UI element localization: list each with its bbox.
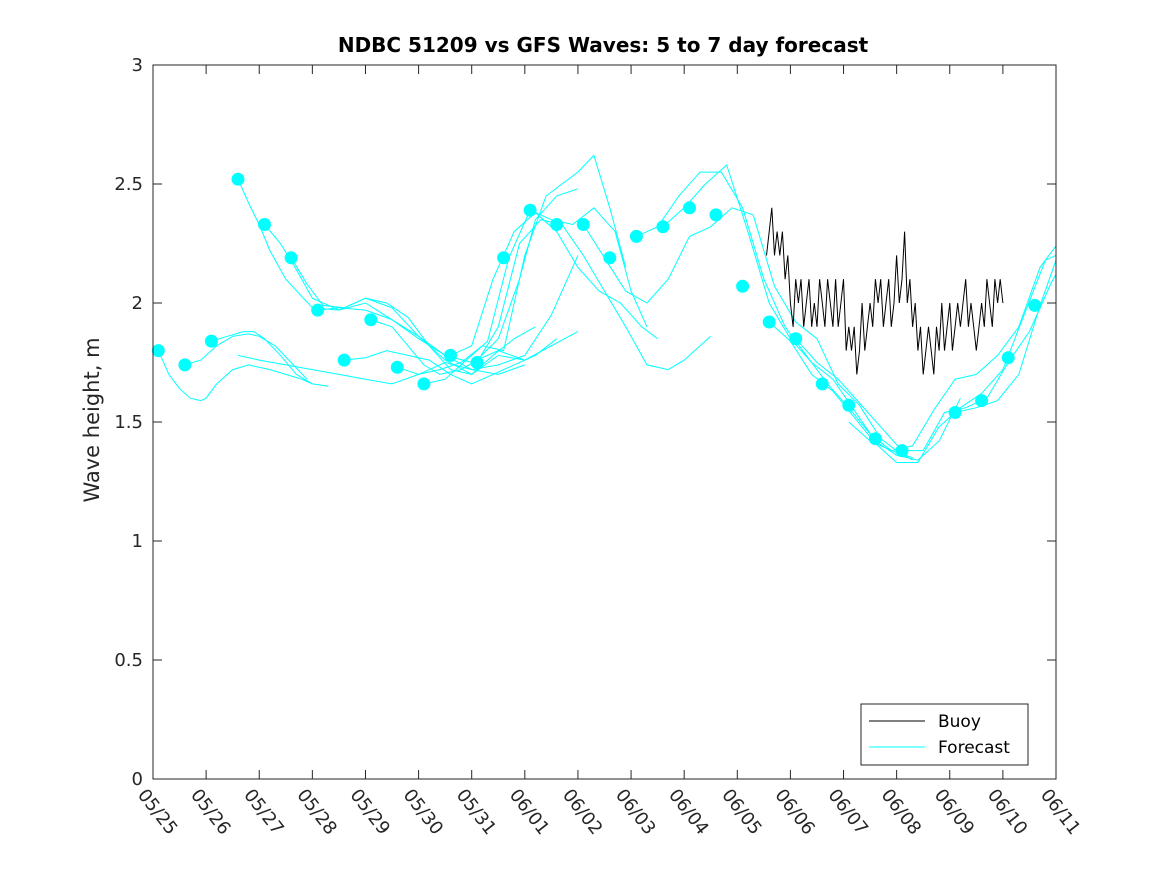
forecast-line-12 [450, 211, 658, 356]
forecast-marker [364, 313, 378, 327]
forecast-marker [868, 432, 882, 446]
plot-area [151, 154, 1057, 463]
forecast-line-14 [582, 207, 913, 461]
y-tick-label: 3 [132, 55, 143, 76]
forecast-marker [603, 251, 617, 265]
legend: Buoy Forecast [860, 703, 1029, 766]
forecast-marker [204, 334, 218, 348]
forecast-line-19 [848, 245, 1057, 452]
forecast-marker [789, 332, 803, 346]
y-tick-label: 2 [132, 293, 143, 314]
forecast-marker [656, 220, 670, 234]
forecast-marker [948, 406, 962, 419]
forecast-line-6 [290, 257, 536, 375]
legend-forecast-label: Forecast [938, 738, 1010, 758]
forecast-marker [151, 344, 165, 358]
forecast-marker [842, 398, 856, 412]
forecast-marker [523, 203, 537, 217]
legend-buoy-label: Buoy [938, 712, 981, 732]
forecast-line-15 [636, 171, 913, 459]
forecast-marker [550, 218, 564, 231]
forecast-marker [444, 348, 457, 362]
forecast-marker [284, 251, 298, 265]
forecast-line-1 [184, 333, 308, 380]
forecast-marker [470, 356, 484, 369]
y-tick-label: 2.5 [114, 174, 143, 195]
y-tick-label: 1 [132, 531, 143, 552]
y-tick-label: 0.5 [114, 650, 143, 671]
forecast-marker [683, 201, 696, 215]
forecast-marker [390, 360, 404, 374]
forecast-marker [497, 251, 511, 265]
forecast-marker [629, 229, 643, 243]
forecast-marker [815, 377, 829, 391]
y-tick-label: 1.5 [114, 412, 143, 433]
forecast-marker [895, 444, 909, 458]
forecast-line-10 [397, 154, 627, 375]
forecast-line-2 [211, 331, 329, 387]
forecast-marker [337, 353, 351, 367]
forecast-marker [709, 208, 723, 222]
buoy-line [766, 207, 1004, 375]
chart-title: NDBC 51209 vs GFS Waves: 5 to 7 day fore… [338, 33, 869, 57]
forecast-line-11 [423, 207, 648, 385]
forecast-marker [178, 358, 192, 372]
forecast-marker [576, 218, 590, 231]
forecast-marker [417, 377, 431, 391]
forecast-line-13 [476, 219, 712, 371]
forecast-line-0 [157, 350, 313, 402]
forecast-marker [258, 218, 271, 231]
forecast-marker [231, 172, 245, 186]
forecast-line-18 [795, 274, 1057, 452]
forecast-line-20 [954, 260, 1057, 413]
forecast-line-16 [662, 164, 961, 461]
forecast-marker [736, 279, 750, 293]
y-axis-label: Wave height, m [80, 337, 104, 502]
forecast-marker [1001, 351, 1015, 365]
forecast-marker [311, 303, 325, 317]
forecast-line-5 [264, 224, 579, 375]
y-tick-label: 0 [132, 769, 143, 790]
legend-box [860, 703, 1029, 766]
forecast-marker [975, 394, 989, 408]
forecast-marker [1028, 298, 1042, 312]
forecast-marker [762, 315, 776, 329]
